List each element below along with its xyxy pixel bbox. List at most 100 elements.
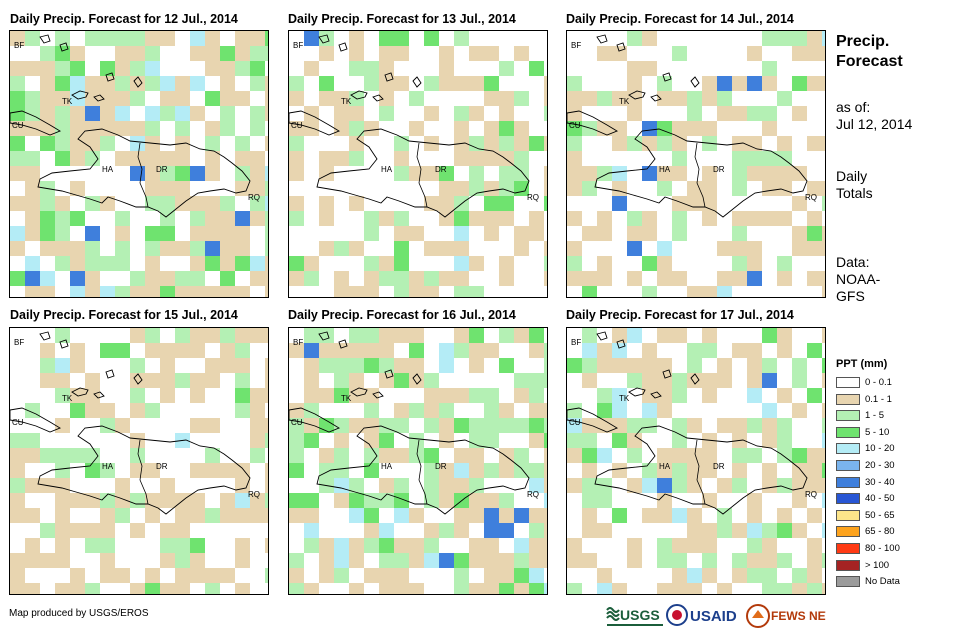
precip-cell [319,463,334,478]
precip-cell [439,166,454,181]
precip-cell [289,508,304,523]
precip-cell [220,568,235,583]
precip-cell [567,76,582,91]
precip-cell [40,76,55,91]
precip-cell [265,136,268,151]
precip-cell [612,91,627,106]
precip-cell [582,433,597,448]
precip-cell [454,328,469,343]
precip-cell [10,448,25,463]
precip-cell [582,553,597,568]
precip-cell [25,151,40,166]
precip-cell [717,286,732,297]
precip-cell [597,91,612,106]
precip-grid [289,328,547,594]
precip-cell [235,328,250,343]
precip-cell [762,538,777,553]
precip-cell [657,388,672,403]
precip-cell [190,538,205,553]
precip-cell [544,343,547,358]
precip-cell [220,328,235,343]
precip-cell [394,31,409,46]
precip-cell [792,106,807,121]
precip-cell [582,448,597,463]
precip-cell [544,358,547,373]
precip-cell [190,568,205,583]
precip-cell [687,121,702,136]
precip-cell [364,286,379,297]
precip-cell [175,151,190,166]
precip-cell [544,553,547,568]
precip-cell [454,31,469,46]
precip-cell [807,463,822,478]
precip-cell [334,463,349,478]
as-of-value: Jul 12, 2014 [836,116,913,132]
precip-cell [205,211,220,226]
precip-cell [265,166,268,181]
precip-cell [807,181,822,196]
precip-cell [529,553,544,568]
coastline [384,72,394,82]
precip-cell [627,241,642,256]
precip-cell [130,271,145,286]
coastline [289,407,341,433]
precip-cell [717,523,732,538]
precip-cell [394,76,409,91]
precip-cell [544,523,547,538]
precip-cell [85,106,100,121]
precip-cell [175,166,190,181]
precip-cell [702,328,717,343]
precip-cell [777,271,792,286]
precip-cell [130,358,145,373]
precip-cell [747,46,762,61]
precip-cell [70,46,85,61]
precip-cell [349,106,364,121]
precip-cell [55,61,70,76]
legend-label: 50 - 65 [865,509,895,521]
precip-cell [334,553,349,568]
precip-cell [304,433,319,448]
precip-cell [85,196,100,211]
precip-cell [499,328,514,343]
coastline [567,407,619,433]
precip-cell [424,241,439,256]
precip-cell [732,181,747,196]
precip-cell [484,553,499,568]
coastline [412,76,422,88]
coastline [596,331,608,341]
precip-cell [190,256,205,271]
precip-cell [424,271,439,286]
precip-cell [304,256,319,271]
precip-cell [822,433,825,448]
precip-cell [792,403,807,418]
map-label-tk: TK [62,394,73,403]
coastline [690,76,700,88]
precip-cell [190,373,205,388]
coastline [71,387,89,397]
precip-cell [424,31,439,46]
precip-cell [469,358,484,373]
precip-cell [115,106,130,121]
precip-cell [747,166,762,181]
precip-cell [514,508,529,523]
precip-cell [289,151,304,166]
precip-cell [160,286,175,297]
precip-cell [160,166,175,181]
precip-cell [529,463,544,478]
coastline [338,42,348,52]
precip-cell [469,583,484,594]
precip-cell [250,256,265,271]
precip-cell [349,538,364,553]
precip-cell [514,241,529,256]
precip-cell [289,493,304,508]
precip-cell [235,151,250,166]
precip-cell [762,403,777,418]
map-label-cu: CU [569,418,581,427]
precip-cell [145,31,160,46]
precip-cell [25,538,40,553]
precip-cell [160,226,175,241]
precip-cell [454,388,469,403]
precip-cell [394,211,409,226]
precip-cell [702,166,717,181]
precip-cell [627,76,642,91]
